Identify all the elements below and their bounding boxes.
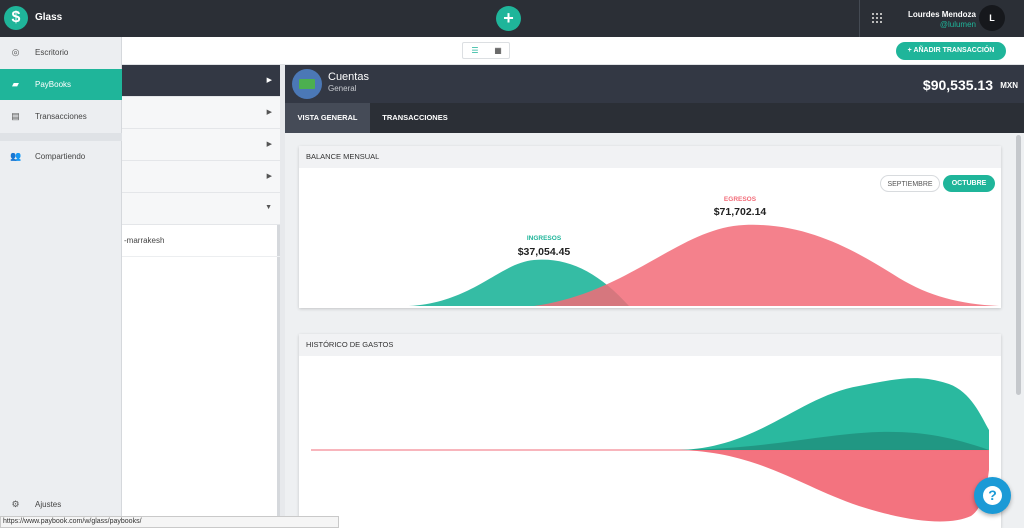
document-icon: ▤ <box>11 111 20 121</box>
list-item-text[interactable]: -marrakesh <box>124 236 165 245</box>
chevron-right-icon: ▶ <box>266 109 272 116</box>
balance-card: BALANCE MENSUAL SEPTIEMBRE OCTUBRE INGRE… <box>299 146 1001 308</box>
sidebar-item-ajustes[interactable]: ⚙ Ajustes <box>0 489 122 520</box>
grid-view-icon[interactable]: ▦ <box>494 46 502 55</box>
grid-icon[interactable] <box>872 13 882 23</box>
sub-toolbar: ☰ ▦ + AÑADIR TRANSACCIÓN <box>122 37 1024 65</box>
sidebar-item-label: Escritorio <box>35 48 69 57</box>
currency-label: MXN <box>1000 81 1018 90</box>
expense-label: EGRESOS <box>723 196 757 203</box>
divider <box>0 133 122 141</box>
expense-stream <box>679 450 989 522</box>
list-item[interactable]: ▶ <box>122 97 280 129</box>
card-title: HISTÓRICO DE GASTOS <box>299 334 1001 356</box>
plus-icon: + <box>907 47 914 54</box>
wallet-icon <box>292 69 322 99</box>
income-stream <box>679 378 989 450</box>
main-content: BALANCE MENSUAL SEPTIEMBRE OCTUBRE INGRE… <box>285 133 1024 528</box>
sidebar-item-label: PayBooks <box>35 80 72 89</box>
help-button[interactable]: ? <box>974 477 1011 514</box>
user-handle[interactable]: @lulumen <box>939 20 976 29</box>
scrollbar[interactable] <box>1016 135 1021 395</box>
tab-vista-general[interactable]: VISTA GENERAL <box>285 103 370 133</box>
list-view-icon[interactable]: ☰ <box>471 46 479 55</box>
gear-icon: ⚙ <box>11 499 20 509</box>
income-area <box>409 259 629 306</box>
history-chart <box>311 378 989 522</box>
user-name[interactable]: Lourdes Mendoza <box>907 10 976 19</box>
top-bar: $ Glass + Lourdes Mendoza @lulumen L <box>0 0 1024 37</box>
chevron-right-icon: ▶ <box>266 77 272 84</box>
sidebar-item-paybooks[interactable]: ▰ PayBooks <box>0 69 122 100</box>
history-card: HISTÓRICO DE GASTOS <box>299 334 1001 528</box>
account-name: Cuentas <box>328 71 369 83</box>
overlap-band <box>679 431 989 450</box>
card-title: BALANCE MENSUAL <box>299 146 1001 168</box>
month-septiembre-button[interactable]: SEPTIEMBRE <box>880 175 940 192</box>
chevron-right-icon: ▶ <box>266 141 272 148</box>
add-transaction-label: AÑADIR TRANSACCIÓN <box>913 47 995 54</box>
balance-chart <box>409 224 999 306</box>
sidebar-item-compartiendo[interactable]: 👥 Compartiendo <box>0 141 122 172</box>
sidebar-item-label: Transacciones <box>35 112 87 121</box>
view-toggle: ☰ ▦ <box>462 42 510 59</box>
account-header: Cuentas General $90,535.13 MXN <box>285 65 1024 103</box>
users-icon: 👥 <box>10 151 22 161</box>
sidebar-item-escritorio[interactable]: ◎ Escritorio <box>0 37 122 68</box>
expense-value: $71,702.14 <box>713 206 767 218</box>
sidebar-item-label: Ajustes <box>35 500 62 509</box>
list-item[interactable]: ▶ <box>122 161 280 193</box>
paybook-list: ▶ ▶ ▶ ▶ ▼ -marrakesh <box>122 65 280 528</box>
tab-bar: VISTA GENERAL TRANSACCIONES <box>285 103 1024 133</box>
chevron-down-icon: ▼ <box>265 204 272 211</box>
list-item[interactable]: ▼ <box>122 193 280 225</box>
income-label: INGRESOS <box>526 235 562 242</box>
status-bar-url: https://www.paybook.com/w/glass/paybooks… <box>0 516 339 528</box>
chevron-right-icon: ▶ <box>266 173 272 180</box>
target-icon: ◎ <box>11 47 20 57</box>
tab-transacciones[interactable]: TRANSACCIONES <box>382 113 448 122</box>
list-item[interactable]: ▶ <box>122 65 280 97</box>
month-octubre-button[interactable]: OCTUBRE <box>943 175 995 192</box>
sidebar: ◎ Escritorio ▰ PayBooks ▤ Transacciones … <box>0 37 122 528</box>
question-icon: ? <box>983 486 1002 505</box>
account-subtitle: General <box>328 84 357 93</box>
book-icon: ▰ <box>12 79 19 89</box>
income-value: $37,054.45 <box>517 246 571 258</box>
divider <box>859 0 860 37</box>
app-title: Glass <box>35 12 63 23</box>
sidebar-item-label: Compartiendo <box>35 152 86 161</box>
add-transaction-button[interactable]: + AÑADIR TRANSACCIÓN <box>896 42 1006 60</box>
expense-area <box>534 224 999 306</box>
add-button[interactable]: + <box>496 6 521 31</box>
logo-icon[interactable]: $ <box>4 6 28 30</box>
sidebar-item-transacciones[interactable]: ▤ Transacciones <box>0 101 122 132</box>
list-item[interactable]: ▶ <box>122 129 280 161</box>
account-balance: $90,535.13 <box>922 77 993 93</box>
divider <box>122 256 280 257</box>
avatar[interactable]: L <box>979 5 1005 31</box>
